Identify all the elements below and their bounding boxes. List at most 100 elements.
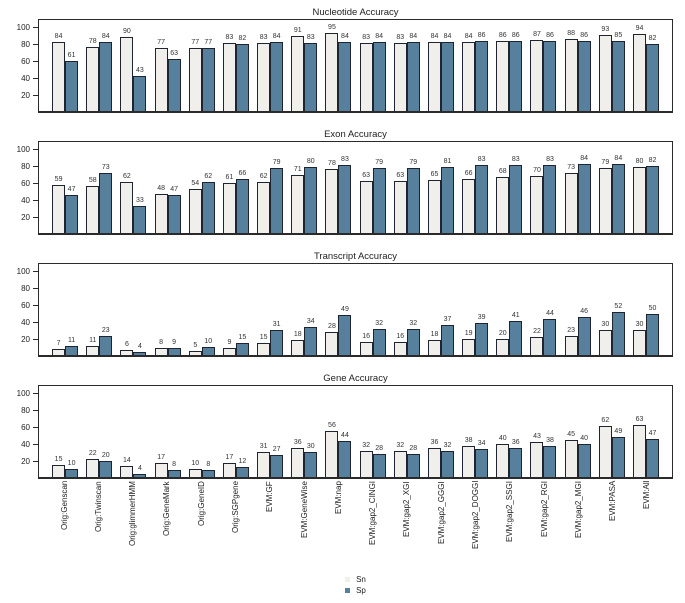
sn-value-label: 91 bbox=[293, 27, 302, 35]
bar-group: 78 84 bbox=[82, 20, 116, 111]
sn-bar bbox=[564, 173, 578, 233]
sp-bar bbox=[543, 40, 557, 111]
bar-group: 38 34 bbox=[458, 386, 492, 477]
sp-value-label: 86 bbox=[546, 31, 554, 39]
sp-value-label: 33 bbox=[136, 196, 144, 204]
sp-bar-slot: 83 bbox=[509, 142, 523, 233]
sp-bar-slot: 84 bbox=[577, 142, 591, 233]
sn-value-label: 14 bbox=[123, 456, 131, 464]
y-tick-mark bbox=[33, 183, 38, 185]
sp-bar-slot: 83 bbox=[304, 20, 318, 111]
sp-bar bbox=[577, 317, 591, 355]
sp-value-label: 10 bbox=[204, 337, 213, 345]
x-axis-label: EVM:gap2_SSGI bbox=[505, 481, 515, 542]
sp-bar-slot: 47 bbox=[167, 142, 181, 233]
sn-value-label: 66 bbox=[464, 169, 473, 177]
x-axis-label: Orig:Genscan bbox=[59, 481, 69, 531]
sn-bar-slot: 63 bbox=[633, 386, 646, 477]
chart-gene-accuracy: Gene Accuracy 20 40 60 80 100 15 10 22 20 14 4 17 8 10… bbox=[0, 357, 685, 479]
y-tick-label: 60 bbox=[21, 301, 30, 311]
sp-bar bbox=[475, 40, 489, 111]
sp-bar-slot: 49 bbox=[338, 264, 352, 355]
sp-bar bbox=[235, 342, 249, 355]
sn-value-label: 83 bbox=[396, 34, 405, 42]
sp-bar bbox=[611, 41, 625, 111]
sp-bar bbox=[406, 42, 420, 111]
sp-bar-slot: 84 bbox=[406, 20, 420, 111]
x-axis-label: EVM:All bbox=[642, 481, 652, 510]
sn-bar-slot: 48 bbox=[154, 142, 168, 233]
sp-bar bbox=[235, 467, 249, 477]
sp-value-label: 34 bbox=[306, 318, 315, 326]
sp-value-label: 84 bbox=[614, 155, 623, 163]
sp-bar-slot: 82 bbox=[646, 20, 659, 111]
sn-bar-slot: 19 bbox=[462, 264, 476, 355]
sp-bar-slot: 40 bbox=[577, 386, 591, 477]
bar-group: 84 86 bbox=[458, 20, 492, 111]
bar-group: 5 10 bbox=[185, 264, 219, 355]
sp-bar-slot: 73 bbox=[99, 142, 113, 233]
sn-bar bbox=[598, 34, 612, 111]
x-label-cell: EVM:gap2_CINGI bbox=[356, 481, 390, 571]
sp-bar bbox=[167, 347, 181, 355]
bar-group: 77 63 bbox=[151, 20, 185, 111]
sp-bar bbox=[646, 165, 659, 233]
chart-body: 20 40 60 80 100 59 47 58 73 62 33 48 47 54 62 61 66 62 79 7… bbox=[0, 141, 673, 235]
sp-value-label: 83 bbox=[477, 156, 486, 164]
sn-bar-slot: 36 bbox=[427, 386, 441, 477]
sp-value-label: 79 bbox=[375, 159, 384, 167]
sn-value-label: 56 bbox=[328, 422, 336, 430]
bar-group: 23 46 bbox=[561, 264, 595, 355]
sp-bar-slot: 44 bbox=[338, 386, 352, 477]
sp-bar-slot: 84 bbox=[270, 20, 284, 111]
sp-value-label: 84 bbox=[409, 33, 418, 41]
sn-value-label: 32 bbox=[396, 441, 405, 449]
y-axis: 20 40 60 80 100 bbox=[0, 141, 38, 235]
bar-group: 18 34 bbox=[287, 264, 321, 355]
sp-bar-slot: 77 bbox=[201, 20, 215, 111]
bar-group: 84 61 bbox=[48, 20, 82, 111]
sn-bar-slot: 30 bbox=[633, 264, 646, 355]
sp-bar bbox=[338, 165, 352, 233]
sp-value-label: 47 bbox=[648, 429, 657, 437]
bar-group: 84 84 bbox=[424, 20, 458, 111]
y-tick-label: 100 bbox=[16, 267, 30, 277]
bar-group: 66 83 bbox=[458, 142, 492, 233]
sn-value-label: 83 bbox=[259, 34, 268, 42]
sp-bar bbox=[611, 436, 625, 477]
sp-value-label: 61 bbox=[67, 52, 76, 60]
sn-bar-slot: 77 bbox=[154, 20, 168, 111]
sn-bar-slot: 83 bbox=[359, 20, 373, 111]
bar-group: 95 84 bbox=[321, 20, 355, 111]
legend: Sn Sp bbox=[38, 571, 673, 596]
sn-bar-slot: 15 bbox=[257, 264, 271, 355]
bar-group: 88 86 bbox=[561, 20, 595, 111]
sp-bar-slot: 83 bbox=[543, 142, 557, 233]
sp-bar bbox=[475, 449, 489, 477]
sp-bar-slot: 79 bbox=[270, 142, 284, 233]
sp-value-label: 84 bbox=[341, 33, 349, 41]
sn-bar bbox=[257, 451, 271, 477]
sp-value-label: 23 bbox=[101, 327, 110, 335]
y-tick-mark bbox=[33, 200, 38, 202]
sn-bar-slot: 22 bbox=[86, 386, 100, 477]
bar-group: 77 77 bbox=[185, 20, 219, 111]
sn-value-label: 54 bbox=[191, 179, 200, 187]
sn-value-label: 11 bbox=[89, 337, 97, 344]
sp-bar bbox=[577, 40, 591, 111]
sn-bar-slot: 90 bbox=[120, 20, 134, 111]
sp-bar-slot: 84 bbox=[99, 20, 113, 111]
sn-bar bbox=[462, 339, 476, 355]
sn-value-label: 17 bbox=[225, 454, 234, 462]
sp-value-label: 84 bbox=[443, 33, 452, 41]
sn-bar bbox=[496, 444, 510, 477]
sp-bar-slot: 84 bbox=[338, 20, 352, 111]
bar-group: 63 79 bbox=[390, 142, 424, 233]
bar-group: 17 8 bbox=[151, 386, 185, 477]
sn-bar-slot: 63 bbox=[359, 142, 373, 233]
sn-bar-slot: 17 bbox=[154, 386, 168, 477]
sp-value-label: 86 bbox=[511, 31, 520, 39]
sp-bar bbox=[440, 42, 454, 111]
sn-bar-slot: 16 bbox=[359, 264, 373, 355]
x-label-cell: EVM:GeneWise bbox=[287, 481, 321, 571]
